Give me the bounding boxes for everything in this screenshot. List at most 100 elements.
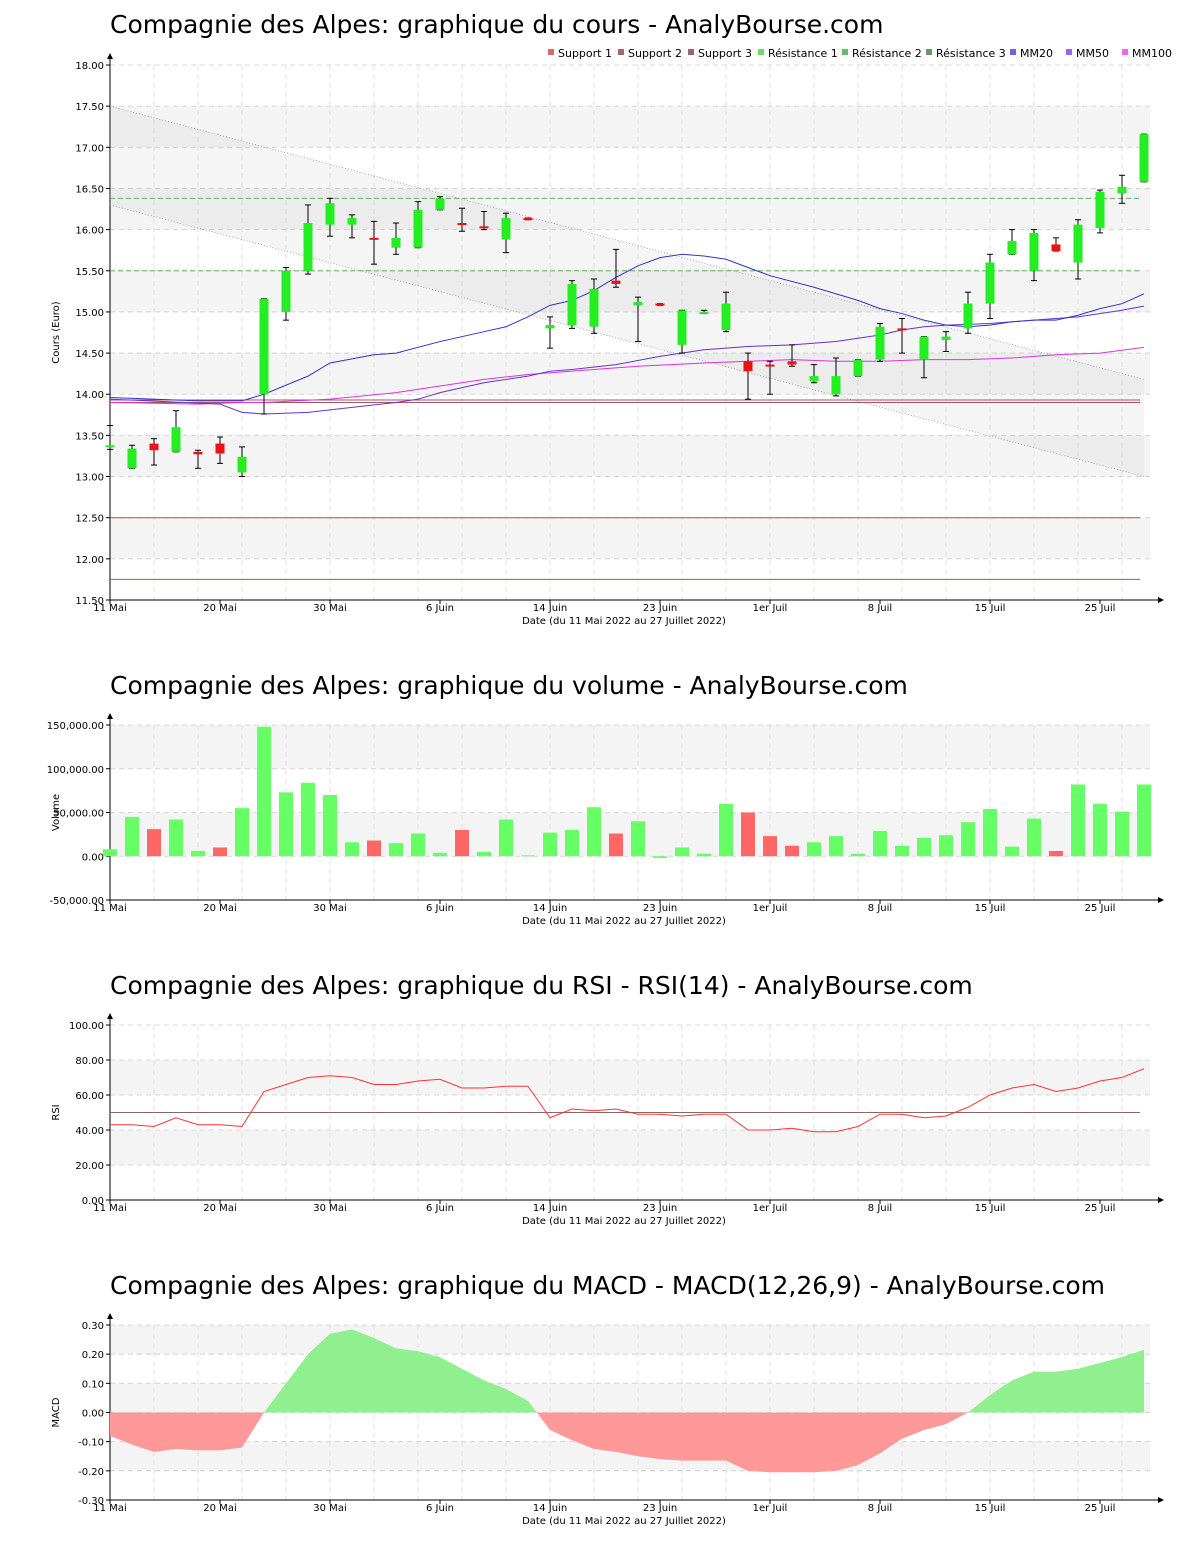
- legend-label: Support 3: [698, 47, 752, 60]
- x-tick-label: 20 Mai: [203, 903, 236, 914]
- x-tick-label: 30 Mai: [313, 1503, 346, 1514]
- x-tick-label: 25 Juil: [1085, 903, 1116, 914]
- x-tick-label: 15 Juil: [975, 1503, 1006, 1514]
- x-tick-label: 14 Juin: [533, 1503, 567, 1514]
- volume-bar: [411, 833, 425, 857]
- x-tick-label: 30 Mai: [313, 903, 346, 914]
- y-tick-label: 14.00: [75, 390, 104, 401]
- volume-bar: [939, 835, 953, 857]
- y-tick-label: 0.30: [82, 1321, 104, 1332]
- volume-bar: [961, 822, 975, 857]
- candle-up: [105, 445, 115, 448]
- candle-down: [149, 443, 159, 451]
- x-axis-label: Date (du 11 Mai 2022 au 27 Juillet 2022): [522, 1216, 726, 1227]
- x-tick-label: 23 Juin: [643, 1503, 677, 1514]
- x-tick-label: 30 Mai: [313, 603, 346, 614]
- y-tick-label: 100.00: [69, 1021, 104, 1032]
- volume-bar: [279, 792, 293, 857]
- volume-bar: [323, 795, 337, 857]
- x-tick-label: 11 Mai: [93, 1203, 126, 1214]
- legend-label: Support 2: [628, 47, 682, 60]
- channel-lower-line: [109, 204, 1145, 477]
- candle-up: [919, 336, 929, 360]
- x-tick-label: 1er Juil: [753, 1503, 788, 1514]
- y-tick-label: 12.50: [75, 514, 104, 525]
- candle-up: [963, 303, 973, 329]
- x-tick-label: 20 Mai: [203, 603, 236, 614]
- x-tick-label: 14 Juin: [533, 903, 567, 914]
- volume-bar: [191, 851, 205, 857]
- x-tick-label: 8 Juil: [868, 603, 892, 614]
- x-axis-arrow: [1158, 897, 1164, 903]
- volume-bar: [631, 821, 645, 857]
- y-tick-label: 0.00: [82, 1196, 104, 1207]
- candle-up: [435, 198, 445, 210]
- volume-bar: [543, 832, 557, 857]
- volume-bar: [103, 849, 117, 857]
- volume-bar: [609, 833, 623, 857]
- x-tick-label: 6 Juin: [426, 1203, 454, 1214]
- y-tick-label: 16.00: [75, 226, 104, 237]
- x-tick-label: 23 Juin: [643, 1203, 677, 1214]
- chart-panel-2: Compagnie des Alpes: graphique du volume…: [47, 671, 1164, 927]
- x-tick-label: 8 Juil: [868, 1503, 892, 1514]
- candle-up: [589, 288, 599, 327]
- chart-title: Compagnie des Alpes: graphique du MACD -…: [110, 1271, 1105, 1300]
- y-tick-label: 15.50: [75, 267, 104, 278]
- x-tick-label: 15 Juil: [975, 1203, 1006, 1214]
- y-tick-label: 0.10: [82, 1379, 104, 1390]
- y-tick-label: 0.00: [82, 1409, 104, 1420]
- x-tick-label: 15 Juil: [975, 603, 1006, 614]
- legend-swatch: [1066, 49, 1072, 55]
- y-tick-label: 0.00: [82, 852, 104, 863]
- x-tick-label: 30 Mai: [313, 1203, 346, 1214]
- y-tick-label: 40.00: [75, 1126, 104, 1137]
- candle-down: [457, 223, 467, 226]
- x-tick-label: 23 Juin: [643, 903, 677, 914]
- volume-bar: [1137, 784, 1151, 857]
- candle-up: [501, 218, 511, 240]
- candle-down: [369, 237, 379, 240]
- volume-bar: [147, 829, 161, 857]
- candle-down: [655, 303, 665, 306]
- volume-bar: [719, 803, 733, 857]
- y-axis-arrow: [107, 713, 113, 719]
- x-tick-label: 8 Juil: [868, 1203, 892, 1214]
- candle-up: [303, 223, 313, 271]
- y-axis-arrow: [107, 53, 113, 59]
- legend-swatch: [1122, 49, 1128, 55]
- chart-title: Compagnie des Alpes: graphique du volume…: [110, 671, 908, 700]
- x-tick-label: 11 Mai: [93, 903, 126, 914]
- legend-swatch: [618, 49, 624, 55]
- ma100-line: [109, 346, 1145, 405]
- grid-band: [110, 1325, 1150, 1355]
- volume-bar: [389, 843, 403, 857]
- y-axis-label: RSI: [51, 1104, 62, 1120]
- volume-bar: [741, 812, 755, 857]
- y-tick-label: -0.30: [78, 1496, 104, 1507]
- candle-up: [281, 270, 291, 312]
- legend-label: Support 1: [558, 47, 612, 60]
- grid-band: [110, 725, 1150, 769]
- x-tick-label: 6 Juin: [426, 603, 454, 614]
- y-tick-label: 15.00: [75, 308, 104, 319]
- candle-down: [897, 328, 907, 331]
- ma20-line: [109, 253, 1145, 402]
- candle-down: [523, 218, 533, 221]
- candle-down: [787, 361, 797, 365]
- candle-up: [1073, 224, 1083, 263]
- volume-bar: [697, 853, 711, 857]
- y-tick-label: 150,000.00: [47, 721, 104, 732]
- volume-bar: [433, 852, 447, 857]
- grid-band: [110, 1130, 1150, 1165]
- y-axis-label: Cours (Euro): [51, 301, 62, 364]
- x-axis-arrow: [1158, 1197, 1164, 1203]
- chart-panel-3: Compagnie des Alpes: graphique du RSI - …: [51, 971, 1164, 1227]
- volume-bar: [455, 830, 469, 857]
- volume-bar: [1005, 846, 1019, 857]
- candle-up: [853, 359, 863, 377]
- x-tick-label: 1er Juil: [753, 903, 788, 914]
- x-tick-label: 20 Mai: [203, 1503, 236, 1514]
- volume-bar: [587, 807, 601, 857]
